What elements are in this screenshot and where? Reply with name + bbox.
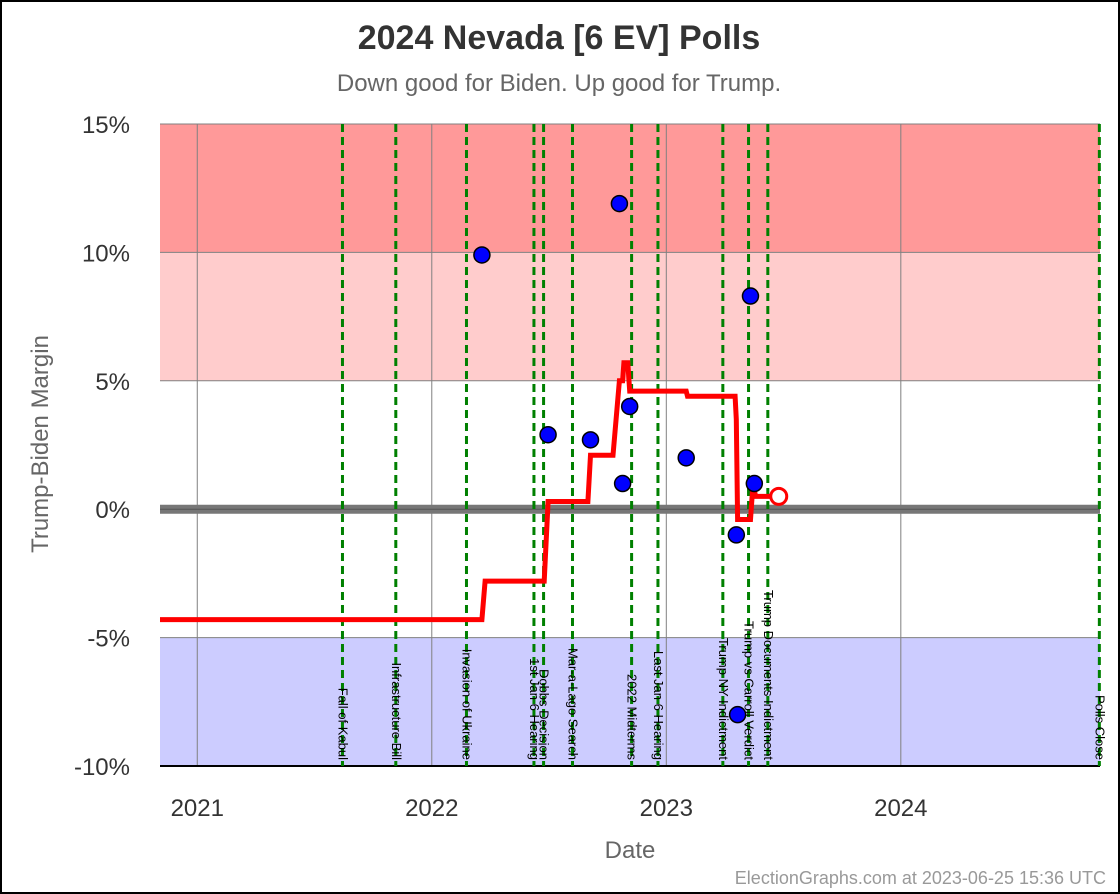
poll-point (473, 246, 491, 264)
credit-text: ElectionGraphs.com at 2023-06-25 15:36 U… (735, 868, 1106, 888)
event-markers: Fall of Kabul Infrastructure Bill Invasion… (335, 124, 1107, 766)
event-label: Trump NY Indictment (716, 638, 731, 760)
event-label: Fall of Kabul (335, 688, 350, 760)
event-label: Last Jan 6 Hearing (651, 651, 666, 760)
event-label: Trump vs Carroll Verdict (742, 621, 757, 760)
poll-point (677, 449, 695, 467)
y-axis-label: Trump-Biden Margin (27, 335, 54, 553)
poll-points (473, 194, 789, 724)
y-axis-ticks: 15% 10% 5% 0% -5% -10% (74, 112, 130, 781)
chart-title: 2024 Nevada [6 EV] Polls (358, 19, 761, 57)
poll-point (581, 431, 600, 449)
current-average-marker (769, 486, 789, 506)
band (160, 637, 1100, 766)
poll-point (745, 474, 764, 493)
event-label: Mar-a-Lago Search (565, 648, 580, 760)
poll-point (620, 397, 639, 416)
y-tick-label: 10% (82, 240, 130, 267)
poll-point (539, 425, 557, 444)
band (160, 252, 1100, 381)
average-line (160, 360, 779, 623)
event-label: Infrastructure Bill (389, 662, 404, 760)
y-tick-label: 5% (95, 369, 130, 396)
event-label: 1st Jan 6 Hearing (527, 658, 542, 760)
event-label: Polls Close (1092, 695, 1107, 760)
event-label: Trump Documents Indictment (761, 590, 776, 760)
poll-point (728, 705, 747, 724)
average-polyline (160, 360, 779, 623)
poll-point (727, 526, 746, 544)
x-axis-label: Date (605, 837, 656, 864)
event-label: 2022 Midterms (625, 674, 640, 760)
poll-point (741, 287, 760, 305)
event-label: Dobbs Decision (537, 669, 552, 760)
x-axis-ticks: 2021 2022 2023 2024 (171, 795, 928, 822)
x-tick-label: 2023 (640, 795, 693, 822)
x-tick-label: 2021 (171, 795, 224, 822)
event-label: Invasion of Ukraine (459, 649, 474, 760)
y-tick-label: 15% (82, 112, 130, 139)
x-tick-label: 2022 (405, 795, 458, 822)
poll-point (613, 474, 632, 493)
poll-point (610, 194, 629, 213)
y-tick-label: -5% (87, 626, 130, 653)
background-bands (160, 124, 1100, 766)
y-tick-label: -10% (74, 754, 130, 781)
chart-subtitle: Down good for Biden. Up good for Trump. (337, 70, 781, 97)
y-tick-label: 0% (95, 497, 130, 524)
band (160, 124, 1100, 253)
x-tick-label: 2024 (874, 795, 927, 822)
